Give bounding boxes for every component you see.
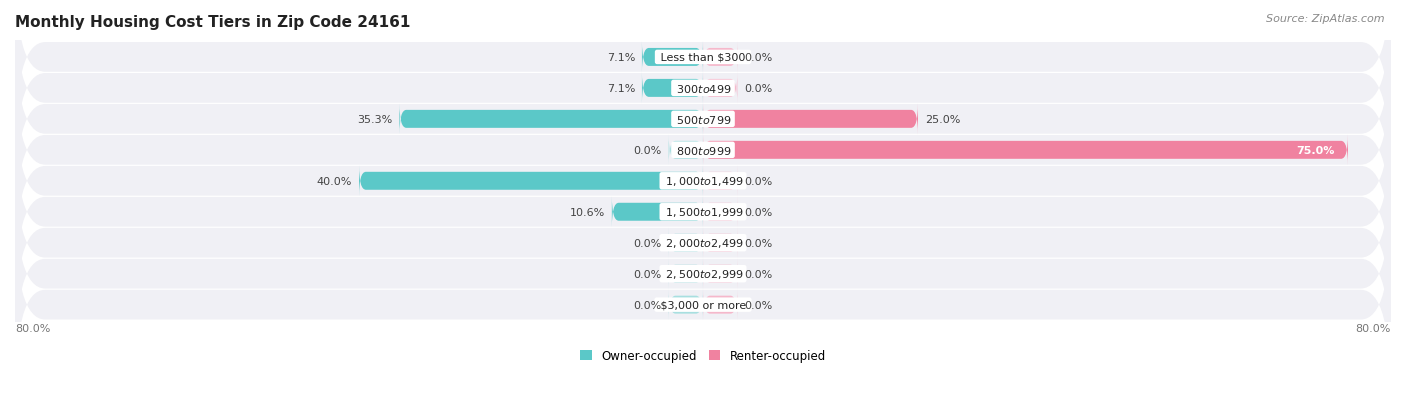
FancyBboxPatch shape bbox=[643, 73, 703, 104]
Text: 0.0%: 0.0% bbox=[744, 53, 772, 63]
FancyBboxPatch shape bbox=[703, 258, 737, 290]
Text: Less than $300: Less than $300 bbox=[657, 53, 749, 63]
FancyBboxPatch shape bbox=[15, 0, 1391, 182]
Text: $2,000 to $2,499: $2,000 to $2,499 bbox=[662, 237, 744, 249]
Text: 80.0%: 80.0% bbox=[1355, 323, 1391, 333]
Text: 0.0%: 0.0% bbox=[744, 84, 772, 94]
Text: $1,000 to $1,499: $1,000 to $1,499 bbox=[662, 175, 744, 188]
FancyBboxPatch shape bbox=[15, 211, 1391, 398]
FancyBboxPatch shape bbox=[15, 119, 1391, 306]
Text: 0.0%: 0.0% bbox=[634, 145, 662, 155]
FancyBboxPatch shape bbox=[669, 228, 703, 259]
FancyBboxPatch shape bbox=[359, 166, 703, 197]
Text: $300 to $499: $300 to $499 bbox=[673, 83, 733, 95]
FancyBboxPatch shape bbox=[15, 0, 1391, 151]
FancyBboxPatch shape bbox=[669, 258, 703, 290]
Text: 10.6%: 10.6% bbox=[569, 207, 605, 217]
FancyBboxPatch shape bbox=[703, 166, 737, 197]
Text: Monthly Housing Cost Tiers in Zip Code 24161: Monthly Housing Cost Tiers in Zip Code 2… bbox=[15, 15, 411, 30]
Text: 35.3%: 35.3% bbox=[357, 114, 392, 125]
FancyBboxPatch shape bbox=[703, 197, 737, 228]
FancyBboxPatch shape bbox=[669, 135, 703, 166]
FancyBboxPatch shape bbox=[15, 26, 1391, 213]
FancyBboxPatch shape bbox=[703, 73, 737, 104]
FancyBboxPatch shape bbox=[643, 42, 703, 74]
Text: $2,500 to $2,999: $2,500 to $2,999 bbox=[662, 268, 744, 280]
Legend: Owner-occupied, Renter-occupied: Owner-occupied, Renter-occupied bbox=[575, 344, 831, 367]
FancyBboxPatch shape bbox=[669, 289, 703, 320]
Text: $500 to $799: $500 to $799 bbox=[673, 114, 733, 126]
FancyBboxPatch shape bbox=[703, 42, 737, 74]
Text: 0.0%: 0.0% bbox=[744, 176, 772, 186]
FancyBboxPatch shape bbox=[612, 197, 703, 228]
FancyBboxPatch shape bbox=[15, 150, 1391, 337]
Text: 25.0%: 25.0% bbox=[925, 114, 960, 125]
FancyBboxPatch shape bbox=[399, 104, 703, 135]
Text: 0.0%: 0.0% bbox=[634, 269, 662, 279]
Text: 75.0%: 75.0% bbox=[1296, 145, 1336, 155]
Text: 0.0%: 0.0% bbox=[744, 269, 772, 279]
Text: $3,000 or more: $3,000 or more bbox=[657, 300, 749, 310]
FancyBboxPatch shape bbox=[703, 289, 737, 320]
Text: 7.1%: 7.1% bbox=[606, 84, 636, 94]
FancyBboxPatch shape bbox=[703, 135, 1348, 166]
Text: $1,500 to $1,999: $1,500 to $1,999 bbox=[662, 206, 744, 219]
Text: $800 to $999: $800 to $999 bbox=[673, 145, 733, 157]
Text: 0.0%: 0.0% bbox=[744, 238, 772, 248]
Text: 0.0%: 0.0% bbox=[744, 300, 772, 310]
Text: 0.0%: 0.0% bbox=[634, 300, 662, 310]
FancyBboxPatch shape bbox=[15, 88, 1391, 275]
FancyBboxPatch shape bbox=[15, 181, 1391, 367]
FancyBboxPatch shape bbox=[703, 104, 918, 135]
Text: 7.1%: 7.1% bbox=[606, 53, 636, 63]
Text: 0.0%: 0.0% bbox=[744, 207, 772, 217]
Text: 80.0%: 80.0% bbox=[15, 323, 51, 333]
Text: 0.0%: 0.0% bbox=[634, 238, 662, 248]
FancyBboxPatch shape bbox=[15, 57, 1391, 244]
FancyBboxPatch shape bbox=[703, 228, 737, 259]
Text: Source: ZipAtlas.com: Source: ZipAtlas.com bbox=[1267, 14, 1385, 24]
Text: 40.0%: 40.0% bbox=[316, 176, 352, 186]
